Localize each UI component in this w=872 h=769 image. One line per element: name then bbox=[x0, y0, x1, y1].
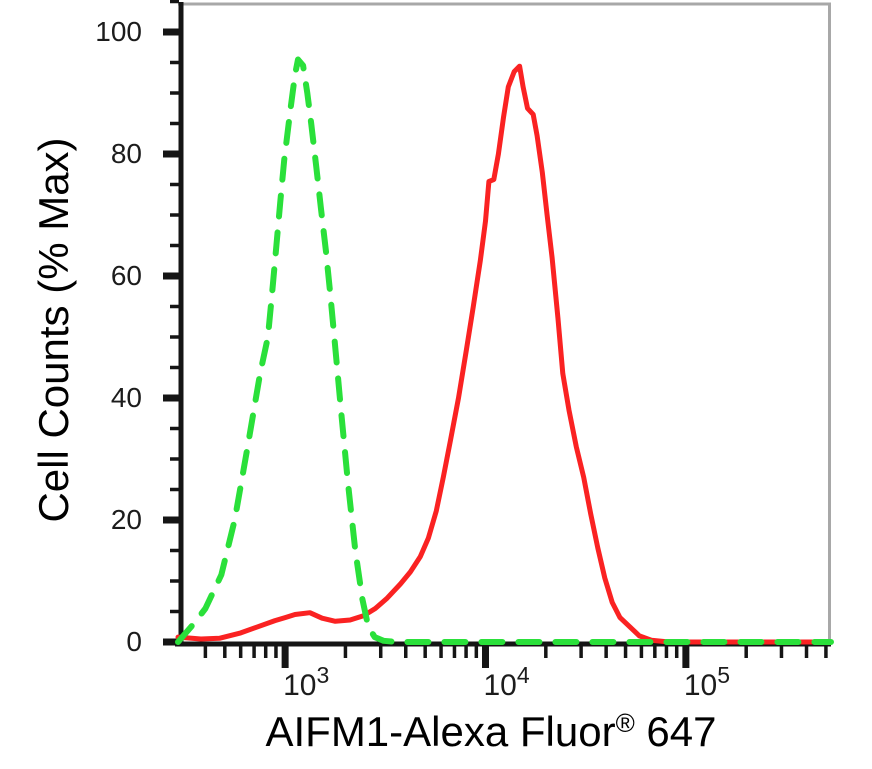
curve-green-dashed-control bbox=[175, 56, 834, 645]
curve-red-solid-stained bbox=[175, 63, 834, 645]
